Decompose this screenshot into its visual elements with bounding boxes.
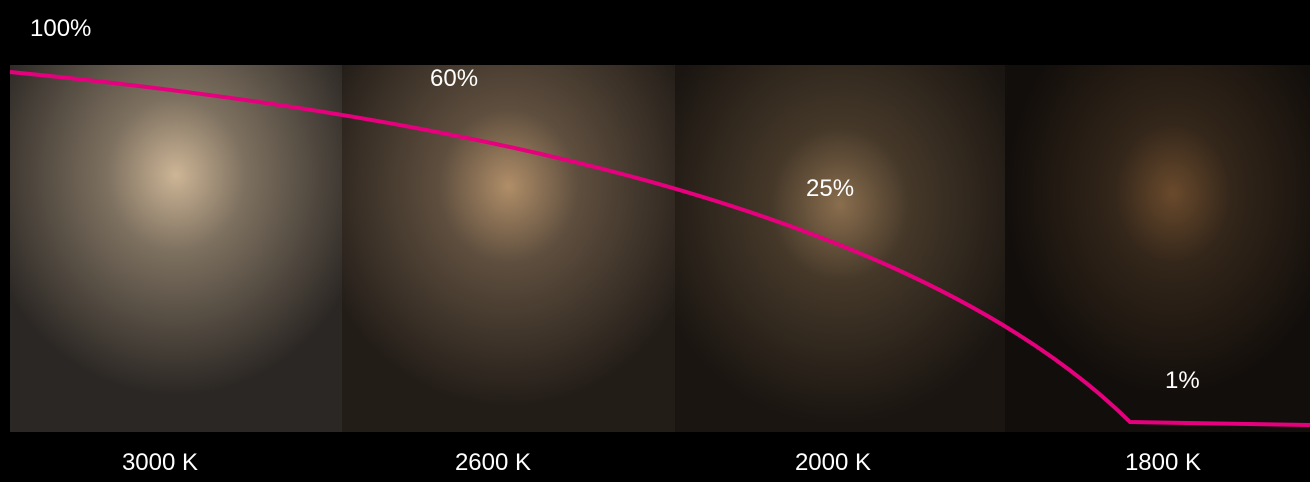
- temperature-label: 3000 K: [122, 449, 198, 476]
- brightness-label: 60%: [430, 65, 478, 92]
- brightness-label: 1%: [1165, 367, 1200, 394]
- panel-1800k: [1005, 65, 1310, 432]
- panel-2600k: [342, 65, 675, 432]
- brightness-label: 25%: [806, 175, 854, 202]
- panel-2000k: [675, 65, 1005, 432]
- dimming-curve: [9, 70, 1310, 427]
- brightness-label: 100%: [30, 15, 91, 42]
- temperature-label: 2600 K: [455, 449, 531, 476]
- panel-3000k: [10, 65, 342, 432]
- temperature-label: 2000 K: [795, 449, 871, 476]
- temperature-label: 1800 K: [1125, 449, 1201, 476]
